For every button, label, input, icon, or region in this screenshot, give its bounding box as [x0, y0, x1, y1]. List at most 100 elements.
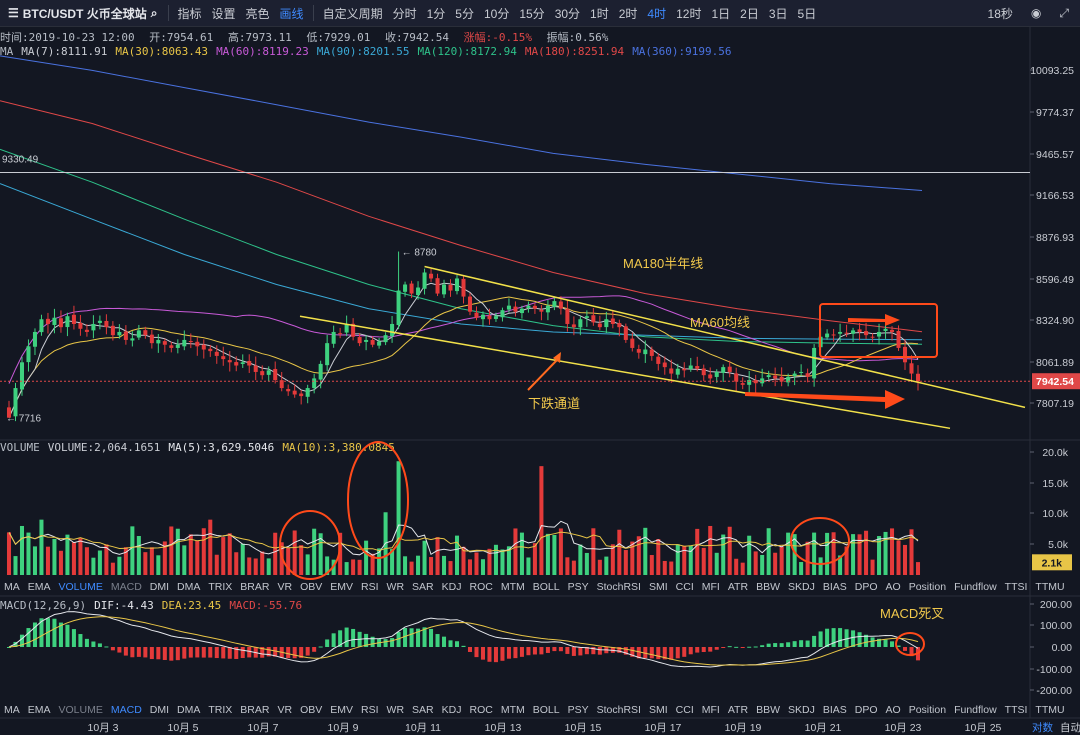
- indicator-tab[interactable]: RSI: [361, 581, 379, 593]
- indicator-tab[interactable]: Fundflow: [954, 581, 997, 593]
- indicator-tab[interactable]: SAR: [412, 581, 434, 593]
- indicator-tab[interactable]: RSI: [361, 704, 379, 716]
- indicator-tab[interactable]: DPO: [854, 704, 878, 716]
- candle-body: [45, 318, 50, 324]
- indicator-tab[interactable]: WR: [386, 581, 405, 593]
- indicator-tab[interactable]: KDJ: [441, 704, 462, 716]
- indicator-tab[interactable]: EMV: [330, 704, 354, 716]
- indicator-tab[interactable]: VOLUME: [58, 581, 103, 593]
- indicator-tab[interactable]: BIAS: [822, 581, 847, 593]
- indicator-tab[interactable]: MACD: [110, 704, 142, 716]
- indicator-tab[interactable]: MFI: [701, 581, 720, 593]
- candle-body: [877, 331, 882, 337]
- period-button[interactable]: 5分: [455, 6, 474, 21]
- indicator-tab[interactable]: BOLL: [532, 704, 560, 716]
- indicator-tab[interactable]: TTMU: [1035, 704, 1065, 716]
- indicator-tab[interactable]: BRAR: [240, 581, 270, 593]
- toolbar-indicator-button[interactable]: 指标: [177, 6, 202, 21]
- toolbar-pen-button[interactable]: 画线: [279, 6, 304, 21]
- indicator-tab[interactable]: ATR: [727, 581, 749, 593]
- period-button[interactable]: 1日: [711, 6, 731, 21]
- indicator-tab[interactable]: StochRSI: [596, 704, 641, 716]
- indicator-tab[interactable]: BRAR: [240, 704, 270, 716]
- period-button[interactable]: 15分: [519, 6, 545, 21]
- candle-body: [130, 338, 135, 341]
- indicator-tab[interactable]: SMI: [648, 704, 668, 716]
- indicator-tab[interactable]: StochRSI: [596, 581, 641, 593]
- period-button[interactable]: 2时: [618, 6, 638, 21]
- indicator-tab[interactable]: VOLUME: [58, 704, 103, 716]
- indicator-tab[interactable]: BBW: [756, 704, 780, 716]
- camera-icon[interactable]: ◉: [1030, 6, 1042, 20]
- period-button[interactable]: 分时: [392, 6, 417, 21]
- candle-body: [915, 373, 921, 382]
- period-button[interactable]: 4时: [647, 6, 667, 21]
- indicator-tab[interactable]: MA: [4, 704, 20, 716]
- period-button[interactable]: 10分: [483, 6, 510, 21]
- period-button[interactable]: 1分: [426, 6, 446, 21]
- indicator-tab[interactable]: CCI: [675, 704, 694, 716]
- period-button[interactable]: 30分: [554, 6, 581, 21]
- macd-histogram-bar: [617, 647, 622, 653]
- indicator-tab[interactable]: DMI: [149, 704, 170, 716]
- indicator-tab[interactable]: ATR: [727, 704, 749, 716]
- toolbar-sun-button[interactable]: 亮色: [245, 6, 270, 21]
- indicator-tab[interactable]: ROC: [469, 704, 493, 716]
- indicator-tab[interactable]: AO: [885, 581, 901, 593]
- indicator-tab[interactable]: EMA: [27, 704, 51, 716]
- period-button[interactable]: 12时: [676, 6, 702, 21]
- indicator-tab[interactable]: ROC: [469, 581, 493, 593]
- indicator-tab[interactable]: AO: [885, 704, 901, 716]
- period-button[interactable]: 3日: [768, 6, 788, 21]
- indicator-tab[interactable]: VR: [277, 581, 293, 593]
- indicator-tab[interactable]: SMI: [648, 581, 668, 593]
- indicator-tab[interactable]: Position: [908, 704, 947, 716]
- indicator-tab[interactable]: MTM: [500, 704, 525, 716]
- indicator-tab[interactable]: EMV: [330, 581, 354, 593]
- indicator-tab[interactable]: DMA: [177, 704, 201, 716]
- indicator-tab[interactable]: SAR: [412, 704, 434, 716]
- indicator-tab[interactable]: Fundflow: [954, 704, 997, 716]
- indicator-tab[interactable]: Position: [908, 581, 947, 593]
- indicator-tab[interactable]: DMA: [177, 581, 201, 593]
- indicator-tab[interactable]: PSY: [567, 581, 589, 593]
- indicator-tab[interactable]: BOLL: [532, 581, 560, 593]
- macd-histogram-bar: [461, 645, 466, 647]
- indicator-tab[interactable]: EMA: [27, 581, 51, 593]
- fullscreen-icon[interactable]: ⤢: [1059, 5, 1069, 20]
- indicator-tab[interactable]: CCI: [675, 581, 694, 593]
- indicator-tab[interactable]: MFI: [701, 704, 720, 716]
- period-button[interactable]: 2日: [740, 6, 759, 21]
- indicator-tab[interactable]: TTSI: [1004, 581, 1028, 593]
- volume-bar: [708, 525, 713, 575]
- period-button[interactable]: 1时: [590, 6, 609, 21]
- candle-body: [325, 343, 330, 366]
- indicator-tab[interactable]: VR: [277, 704, 293, 716]
- indicator-tab[interactable]: TTSI: [1004, 704, 1028, 716]
- volume-bar: [247, 557, 252, 575]
- period-button[interactable]: 5日: [797, 6, 817, 21]
- period-button[interactable]: 自定义周期: [322, 6, 383, 21]
- indicator-tab[interactable]: OBV: [300, 581, 323, 593]
- candle-body: [390, 323, 395, 337]
- indicator-tab[interactable]: SKDJ: [787, 704, 815, 716]
- indicator-tab[interactable]: TRIX: [208, 581, 233, 593]
- symbol-selector[interactable]: ☰ BTC/USDT 火币全球站 ⌕: [0, 5, 164, 22]
- indicator-tab[interactable]: MA: [4, 581, 20, 593]
- indicator-tab[interactable]: OBV: [300, 704, 323, 716]
- volume-bar: [26, 532, 31, 575]
- indicator-tab[interactable]: TTMU: [1035, 581, 1065, 593]
- indicator-tab[interactable]: MACD: [110, 581, 142, 593]
- indicator-tab[interactable]: DPO: [854, 581, 878, 593]
- indicator-tab[interactable]: WR: [386, 704, 405, 716]
- indicator-tab[interactable]: SKDJ: [787, 581, 815, 593]
- indicator-tab[interactable]: MTM: [500, 581, 525, 593]
- toolbar-gear-button[interactable]: 设置: [211, 6, 236, 21]
- indicator-tab[interactable]: TRIX: [208, 704, 233, 716]
- indicator-tab[interactable]: KDJ: [441, 581, 462, 593]
- indicator-tab[interactable]: BBW: [756, 581, 780, 593]
- indicator-tab[interactable]: DMI: [149, 581, 170, 593]
- indicator-tab[interactable]: BIAS: [822, 704, 847, 716]
- indicator-tab[interactable]: PSY: [567, 704, 589, 716]
